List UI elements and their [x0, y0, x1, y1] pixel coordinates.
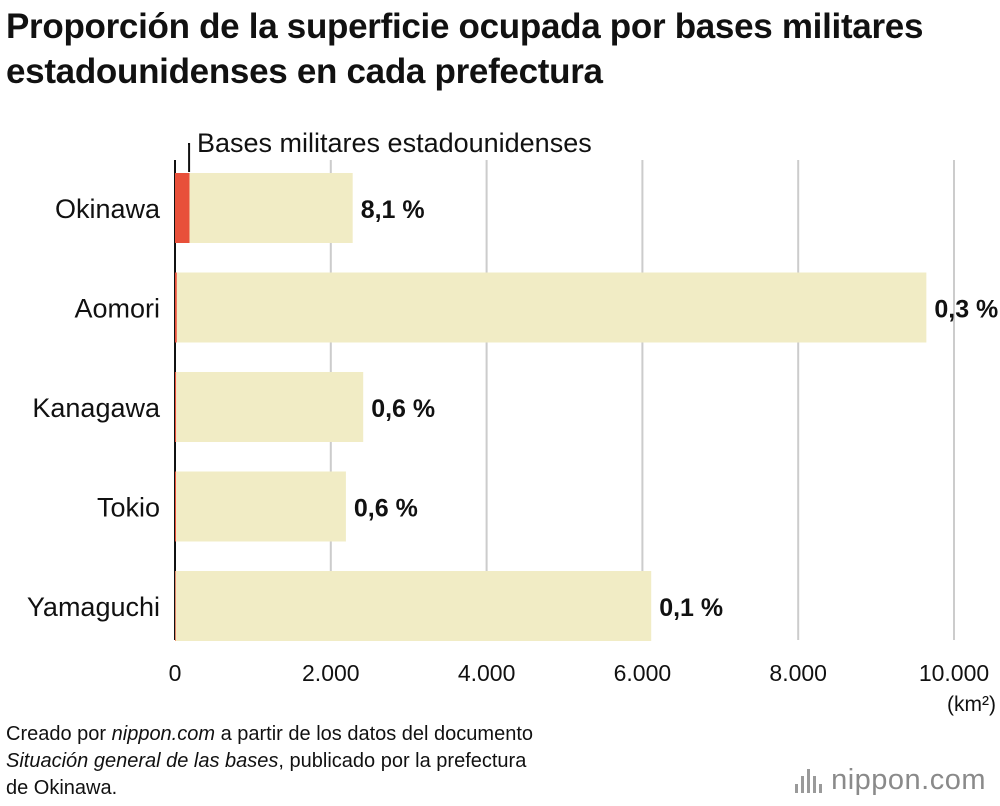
- x-tick-label: 0: [169, 660, 182, 686]
- note-text: Creado por: [6, 723, 112, 745]
- category-label: Yamaguchi: [27, 592, 160, 622]
- x-unit-label: (km²): [947, 693, 996, 716]
- annotation-leader-line: [188, 143, 191, 172]
- category-label: Aomori: [74, 294, 160, 324]
- bar-us-bases: [175, 471, 177, 542]
- note-text: de Okinawa.: [6, 777, 118, 799]
- category-label: Kanagawa: [32, 393, 161, 423]
- x-tick-label: 4.000: [458, 660, 516, 686]
- bar-prefecture-area: [176, 471, 346, 542]
- bar-us-bases: [175, 372, 177, 442]
- bar-us-bases: [175, 571, 176, 641]
- category-label: Okinawa: [55, 194, 161, 224]
- source-note: Creado por nippon.com a partir de los da…: [6, 721, 706, 802]
- nippon-logo: nippon.com: [795, 764, 986, 796]
- labels: Okinawa 8,1 % Aomori 0,3 % Kanagawa 0,6 % Toki…: [27, 128, 998, 716]
- bar-prefecture-area: [176, 272, 927, 343]
- bar-prefecture-area: [189, 173, 353, 243]
- note-text: a partir de los datos del documento: [215, 723, 533, 745]
- data-label: 0,6 %: [354, 495, 418, 523]
- x-tick-label: 6.000: [614, 660, 672, 686]
- bar-prefecture-area: [176, 372, 364, 442]
- logo-mark-icon: [795, 767, 823, 793]
- data-label: 0,1 %: [659, 594, 723, 622]
- x-tick-label: 10.000: [919, 660, 989, 686]
- annotation-label: Bases militares estadounidenses: [197, 128, 592, 158]
- category-label: Tokio: [97, 493, 160, 523]
- note-source-site: nippon.com: [111, 723, 216, 745]
- note-text: , publicado por la prefectura: [278, 750, 527, 772]
- bar-us-bases: [175, 173, 190, 243]
- bar-prefecture-area: [175, 571, 652, 641]
- x-tick-label: 8.000: [769, 660, 827, 686]
- logo-text: nippon.com: [831, 763, 986, 796]
- note-document-title: Situación general de las bases: [6, 750, 279, 772]
- bars: [175, 173, 927, 641]
- data-label: 0,6 %: [371, 395, 435, 423]
- bar-us-bases: [175, 272, 177, 343]
- data-label: 8,1 %: [361, 196, 425, 224]
- x-tick-label: 2.000: [302, 660, 360, 686]
- data-label: 0,3 %: [934, 296, 998, 324]
- chart-title: Proporción de la superficie ocupada por …: [6, 7, 924, 91]
